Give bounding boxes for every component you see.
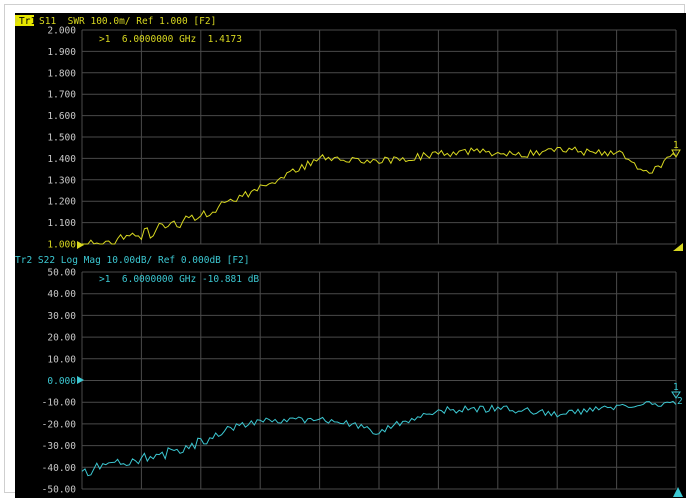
trace2-marker-readout: >1 6.0000000 GHz -10.881 dB xyxy=(99,274,259,285)
y-tick-label: 1.800 xyxy=(47,68,76,79)
active-trace-arrow-icon xyxy=(15,17,19,24)
trace1-stop-pointer-icon[interactable] xyxy=(673,243,683,251)
y-tick-label: -20.00 xyxy=(42,419,77,430)
analyzer-display: Tr1 S11 SWR 100.0m/ Ref 1.000 [F2] 2.000… xyxy=(15,13,686,498)
y-tick-label: -50.00 xyxy=(42,485,77,496)
y-tick-label: 1.500 xyxy=(47,133,76,144)
trace2-marker-triangle-icon[interactable] xyxy=(671,391,681,399)
analyzer-svg: Tr1 S11 SWR 100.0m/ Ref 1.000 [F2] 2.000… xyxy=(15,15,683,497)
y-tick-label: -30.00 xyxy=(42,441,77,452)
trace1-y-axis: 2.000 1.900 1.800 1.700 1.600 1.500 1.400 1.300… xyxy=(47,26,76,251)
y-tick-label: 50.00 xyxy=(47,268,76,279)
trace2-grid xyxy=(81,271,677,490)
trace2-marker-label-1: 1 xyxy=(673,382,679,393)
y-tick-label: 10.00 xyxy=(47,354,76,365)
trace2-marker-label-2: 2 xyxy=(677,396,683,407)
y-tick-label: 1.600 xyxy=(47,111,76,122)
y-tick-label: 1.300 xyxy=(47,175,76,186)
y-tick-label: 1.900 xyxy=(47,47,76,58)
trace1-grid xyxy=(81,29,677,245)
y-tick-label: 40.00 xyxy=(47,289,76,300)
y-tick-label: -40.00 xyxy=(42,463,77,474)
trace1-marker-triangle-icon[interactable] xyxy=(671,149,681,159)
trace1-active-badge-bg xyxy=(15,15,34,26)
trace2-ref-pointer-icon[interactable] xyxy=(77,376,84,384)
trace1-ref-pointer-icon[interactable] xyxy=(77,241,84,249)
trace1-marker-readout: >1 6.0000000 GHz 1.4173 xyxy=(99,34,242,45)
trace1-header[interactable]: S11 SWR 100.0m/ Ref 1.000 [F2] xyxy=(39,16,216,27)
trace2-line xyxy=(81,400,677,477)
window-frame: Tr1 S11 SWR 100.0m/ Ref 1.000 [F2] 2.000… xyxy=(4,4,686,498)
y-tick-label: 30.00 xyxy=(47,311,76,322)
trace2-y-axis: 50.00 40.00 30.00 20.00 10.00 0.000 -10.00 -20.… xyxy=(42,268,77,496)
trace1-line xyxy=(82,146,677,245)
y-tick-label: -10.00 xyxy=(42,398,77,409)
y-tick-label: 0.000 xyxy=(47,376,76,387)
y-tick-label: 1.700 xyxy=(47,90,76,101)
trace1-marker-label: 1 xyxy=(673,140,679,151)
y-tick-label: 1.100 xyxy=(47,218,76,229)
y-tick-label: 20.00 xyxy=(47,333,76,344)
y-tick-label: 1.400 xyxy=(47,154,76,165)
y-tick-label: 1.000 xyxy=(47,240,76,251)
y-tick-label: 1.200 xyxy=(47,197,76,208)
y-tick-label: 2.000 xyxy=(47,26,76,37)
trace2-header[interactable]: Tr2 S22 Log Mag 10.00dB/ Ref 0.000dB [F2… xyxy=(15,255,250,266)
trace1-badge[interactable]: Tr1 xyxy=(19,16,36,27)
